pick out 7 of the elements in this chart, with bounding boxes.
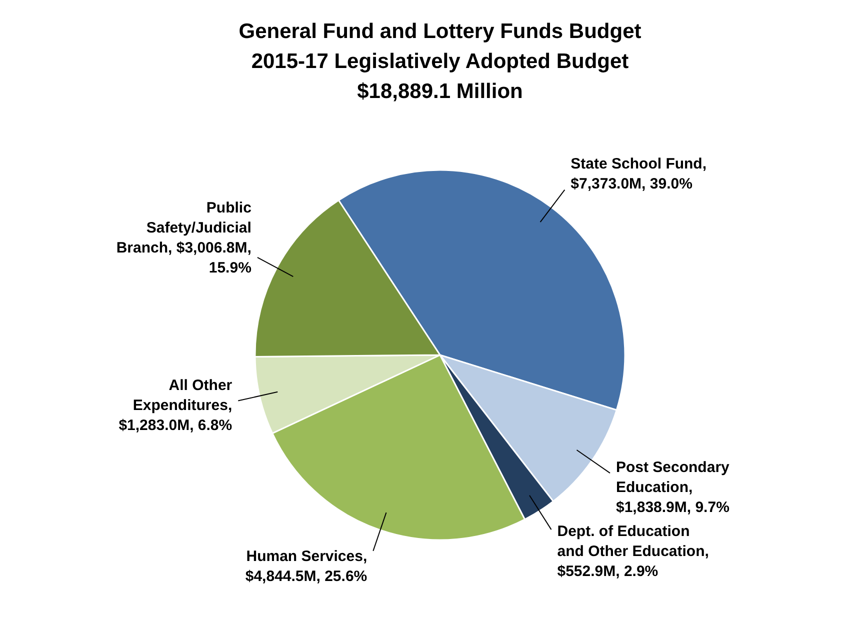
slice-label: Public Safety/Judicial Branch, $3,006.8M, 15.9%: [116, 200, 252, 277]
chart-title: General Fund and Lottery Funds Budget 2015-17 Legislatively Adopted Budget $18,889.1 Million: [238, 20, 642, 103]
slice-label: Human Services, $4,844.5M, 25.6%: [245, 548, 368, 585]
slice-label: Dept. of Education and Other Education, $552.9M, 2.9%: [557, 523, 709, 580]
slice-label: Post Secondary Education, $1,838.9M, 9.7%: [616, 459, 730, 516]
slice-label: State School Fund, $7,373.0M, 39.0%: [570, 155, 707, 192]
slice-label: All Other Expenditures, $1,283.0M, 6.8%: [118, 376, 232, 434]
